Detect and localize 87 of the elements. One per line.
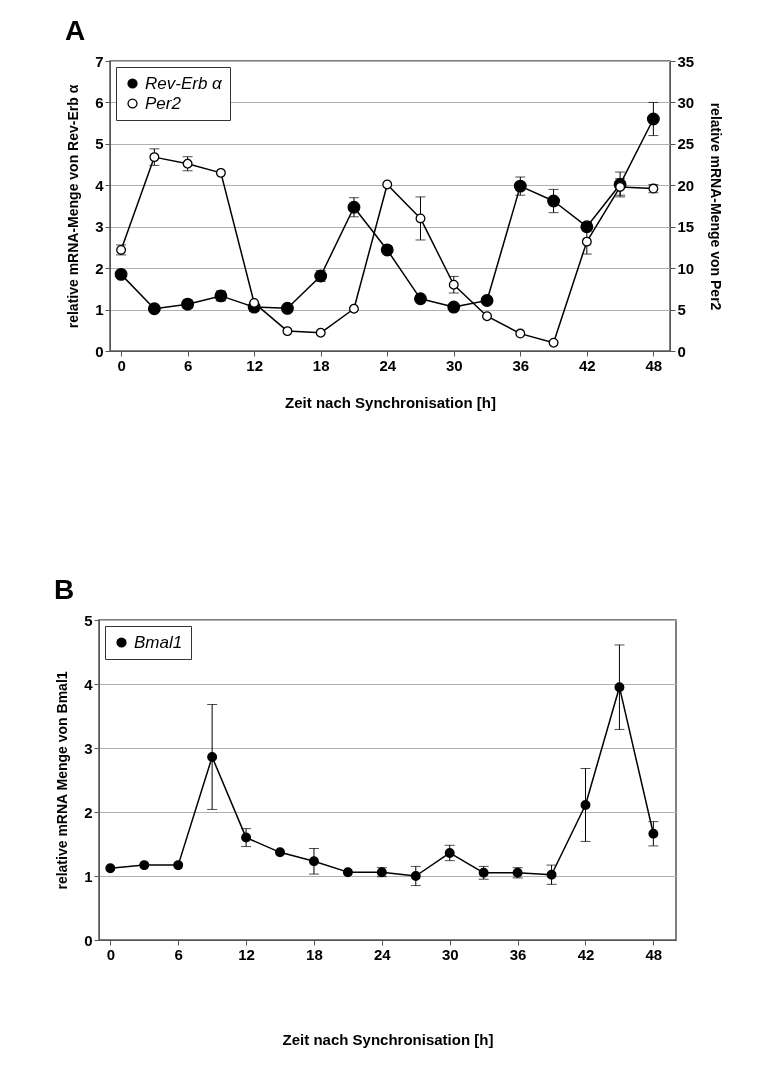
point <box>547 194 561 208</box>
point <box>482 311 493 322</box>
y-tick-label: 1 <box>84 867 93 885</box>
y-tick-label: 4 <box>95 176 105 194</box>
chart-title: B <box>54 574 75 605</box>
y-tick-label: 6 <box>95 93 104 111</box>
y-tick-label: 3 <box>95 218 104 236</box>
y2-tick-label: 25 <box>677 135 695 153</box>
point <box>581 236 592 247</box>
point <box>315 327 326 338</box>
point <box>614 682 625 693</box>
y-axis-title: relative mRNA Menge von Bmal1 <box>54 671 71 890</box>
point <box>282 326 293 337</box>
point <box>348 303 359 314</box>
y-tick-label: 0 <box>84 931 93 949</box>
x-tick-label: 30 <box>445 356 463 374</box>
x-tick-label: 24 <box>374 945 392 963</box>
y2-tick-label: 5 <box>677 301 686 319</box>
point <box>546 869 557 880</box>
point <box>480 294 494 307</box>
x-tick-label: 42 <box>577 945 595 963</box>
point <box>249 297 260 308</box>
x-tick-label: 30 <box>441 945 459 963</box>
y-tick-label: 2 <box>84 803 93 821</box>
x-tick-label: 6 <box>174 945 183 963</box>
point <box>105 863 116 874</box>
point <box>648 828 659 839</box>
point <box>410 871 421 881</box>
point <box>415 213 426 224</box>
x-axis-title: Zeit nach Synchronisation [h] <box>282 1030 494 1048</box>
point <box>215 167 226 178</box>
x-tick-label: 0 <box>106 945 115 963</box>
x-axis-title: Zeit nach Synchronisation [h] <box>285 393 496 411</box>
point <box>414 292 427 306</box>
x-tick-label: 48 <box>645 356 663 374</box>
point <box>308 856 319 867</box>
y-tick-label: 3 <box>84 739 93 757</box>
x-tick-label: 36 <box>512 356 530 374</box>
y2-tick-label: 0 <box>677 342 686 360</box>
point <box>382 179 393 190</box>
y-axis-title: relative mRNA-Menge von Rev-Erb α <box>65 84 82 329</box>
point <box>515 328 526 339</box>
y2-axis-title: relative mRNA-Menge von Per2 <box>708 102 725 311</box>
point <box>207 751 218 762</box>
point <box>447 300 461 314</box>
x-tick-label: 48 <box>645 945 663 963</box>
x-tick-label: 6 <box>183 356 193 374</box>
point <box>580 799 591 810</box>
point <box>342 867 353 878</box>
y2-tick-label: 10 <box>677 259 695 277</box>
point <box>444 847 455 858</box>
y-tick-label: 5 <box>95 135 104 153</box>
x-tick-label: 36 <box>509 945 527 963</box>
legend-label: Rev-Erb α <box>145 73 224 93</box>
y-tick-label: 4 <box>84 675 94 693</box>
point <box>280 301 294 315</box>
point <box>147 302 161 316</box>
y-tick-label: 0 <box>95 342 104 360</box>
x-tick-label: 0 <box>117 356 126 374</box>
legend-label: Bmal1 <box>134 632 183 652</box>
point <box>114 267 128 281</box>
x-tick-label: 42 <box>578 356 596 374</box>
point <box>548 337 559 348</box>
point <box>380 243 394 257</box>
point <box>173 860 184 871</box>
y-tick-label: 5 <box>84 611 93 629</box>
point <box>646 112 660 126</box>
y2-tick-label: 15 <box>677 218 695 236</box>
chart-title: A <box>65 15 86 46</box>
y2-tick-label: 30 <box>677 93 695 111</box>
y-tick-label: 2 <box>95 259 104 277</box>
point <box>275 847 285 858</box>
y2-tick-label: 35 <box>677 52 695 70</box>
x-tick-label: 18 <box>312 356 330 374</box>
x-tick-label: 12 <box>238 945 255 963</box>
x-tick-label: 12 <box>246 356 263 374</box>
x-tick-label: 18 <box>306 945 323 963</box>
point <box>448 279 459 290</box>
y2-tick-label: 20 <box>677 176 695 194</box>
legend-label: Per2 <box>145 93 182 113</box>
y-tick-label: 7 <box>95 52 104 70</box>
point <box>241 832 252 843</box>
point <box>347 200 361 214</box>
point <box>139 860 150 871</box>
x-tick-label: 24 <box>379 356 397 374</box>
y-tick-label: 1 <box>95 301 104 319</box>
point <box>149 152 160 163</box>
